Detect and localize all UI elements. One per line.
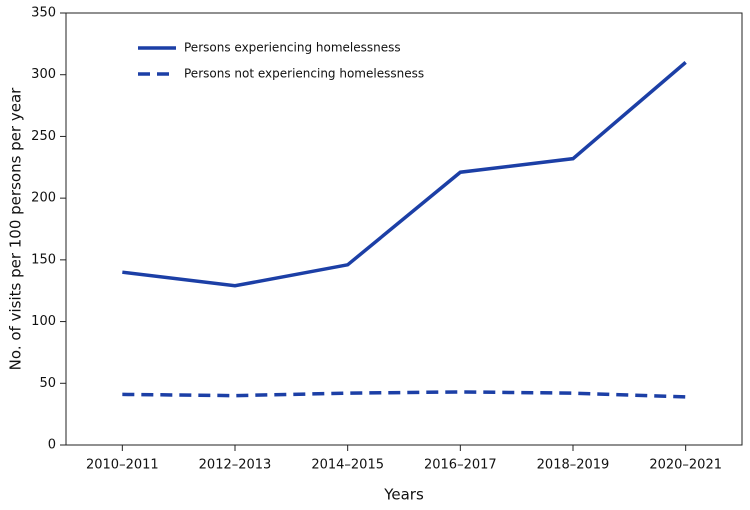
series-line [122,390,686,399]
plot-frame [65,12,743,446]
y-tick-label: 250 [31,129,56,144]
y-axis-title: No. of visits per 100 persons per year [7,87,25,370]
x-axis-title: Years [383,486,424,504]
y-tick-label: 300 [31,67,56,82]
x-tick-label: 2012–2013 [199,458,272,473]
y-tick-label: 100 [31,314,56,329]
x-tick-label: 2016–2017 [424,458,497,473]
y-tick-label: 50 [39,376,56,391]
y-tick-label: 350 [31,6,56,21]
x-tick-label: 2020–2021 [649,458,722,473]
series-line [122,61,687,288]
y-tick-label: 150 [31,252,56,267]
x-tick-label: 2010–2011 [86,458,159,473]
legend-text: Persons experiencing homelessness [184,41,401,55]
legend-text: Persons not experiencing homelessness [184,67,424,81]
y-tick-label: 0 [48,438,56,453]
y-tick-label: 200 [31,191,56,206]
x-tick-label: 2014–2015 [311,458,384,473]
x-tick-label: 2018–2019 [537,458,610,473]
